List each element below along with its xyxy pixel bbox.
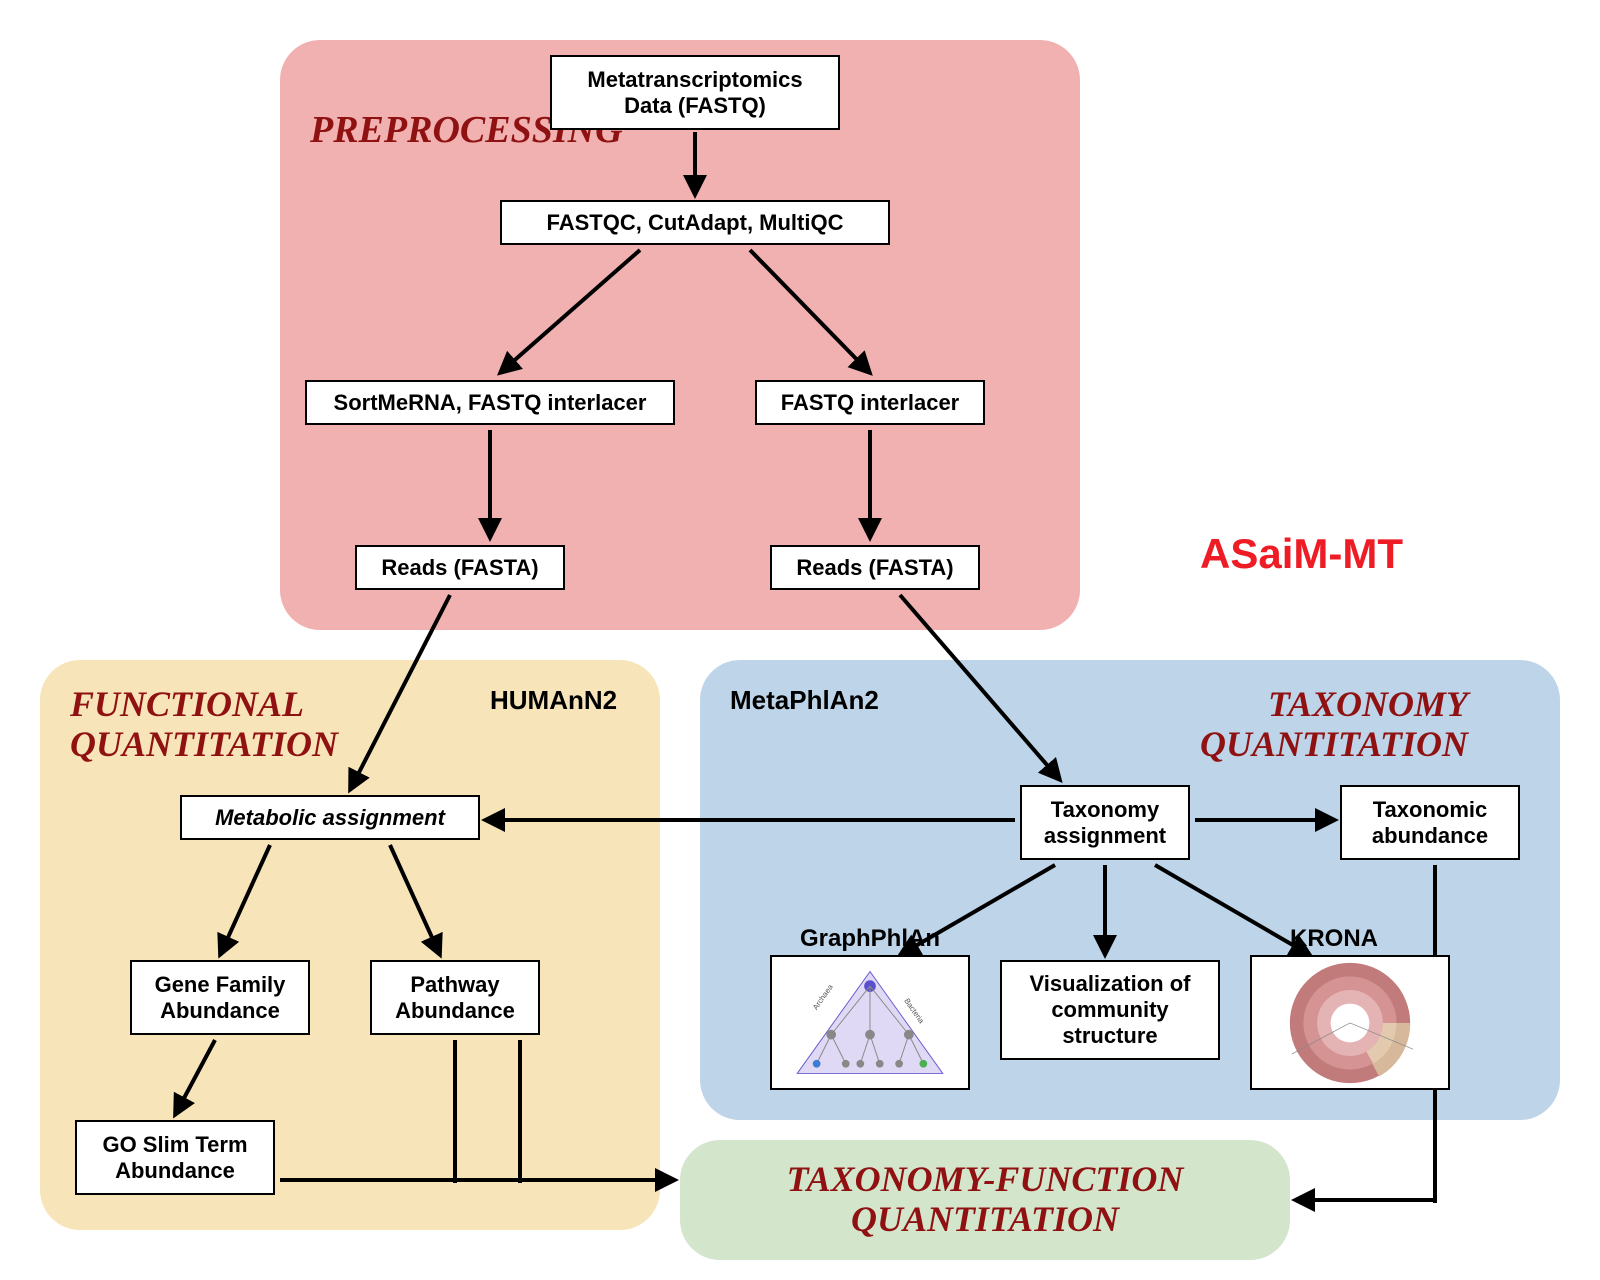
title-taxfunc: TAXONOMY-FUNCTIONQUANTITATION <box>700 1160 1270 1239</box>
box-pathway: PathwayAbundance <box>370 960 540 1035</box>
box-input: MetatranscriptomicsData (FASTQ) <box>550 55 840 130</box>
label-humann2: HUMAnN2 <box>490 685 617 716</box>
label-krona: KRONA <box>1290 925 1378 953</box>
box-reads2: Reads (FASTA) <box>770 545 980 590</box>
title-taxonomy: TAXONOMYQUANTITATION <box>1200 685 1468 764</box>
title-functional: FUNCTIONALQUANTITATION <box>70 685 338 764</box>
label-metaphlan2: MetaPhlAn2 <box>730 685 879 716</box>
box-taxassign: Taxonomyassignment <box>1020 785 1190 860</box>
box-qc: FASTQC, CutAdapt, MultiQC <box>500 200 890 245</box>
svg-text:Archaea: Archaea <box>811 982 835 1011</box>
box-reads1: Reads (FASTA) <box>355 545 565 590</box>
main-title: ASaiM-MT <box>1200 530 1403 578</box>
box-metabolic: Metabolic assignment <box>180 795 480 840</box>
diagram-stage: PREPROCESSING FUNCTIONALQUANTITATION TAX… <box>0 0 1600 1280</box>
label-graphphlan: GraphPhlAn <box>800 925 940 953</box>
viz-krona <box>1250 955 1450 1090</box>
box-sortmerna: SortMeRNA, FASTQ interlacer <box>305 380 675 425</box>
viz-graphphlan: Archaea Bacteria <box>770 955 970 1090</box>
box-vizcomm: Visualization ofcommunitystructure <box>1000 960 1220 1060</box>
box-interlacer: FASTQ interlacer <box>755 380 985 425</box>
box-goslim: GO Slim TermAbundance <box>75 1120 275 1195</box>
box-genefam: Gene FamilyAbundance <box>130 960 310 1035</box>
box-taxabund: Taxonomicabundance <box>1340 785 1520 860</box>
